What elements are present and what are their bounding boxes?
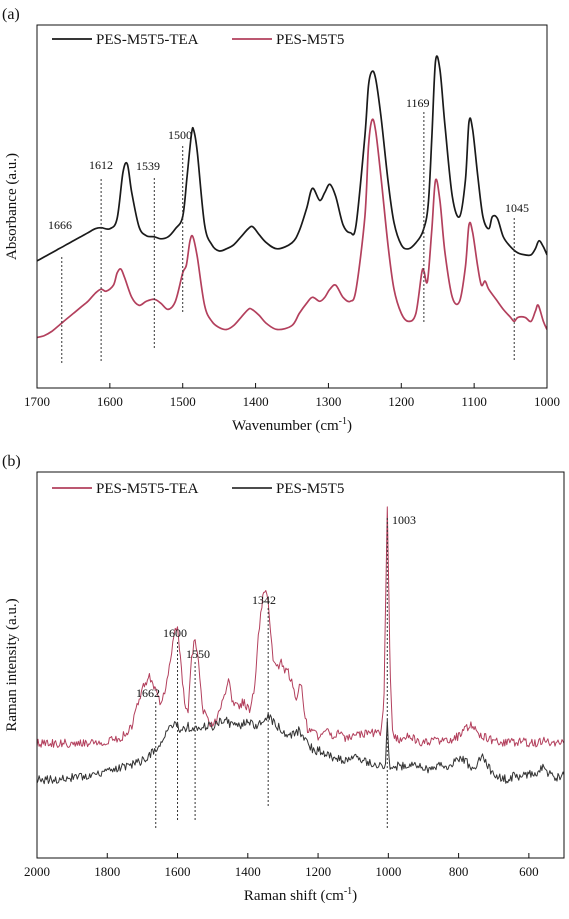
x-tick-label: 1500 bbox=[170, 394, 196, 409]
x-tick-label: 800 bbox=[449, 864, 469, 879]
annotation-label-1600: 1600 bbox=[163, 626, 187, 640]
x-tick-label: 1300 bbox=[315, 394, 341, 409]
chart-panel-a: 1666 1612 1539 1500 1169 1045 1700 1600 1500 1400… bbox=[2, 6, 560, 434]
annotation-label-1612: 1612 bbox=[89, 158, 113, 172]
series-line-pes-m5t5 bbox=[37, 712, 564, 785]
annotation-label-1169: 1169 bbox=[406, 96, 430, 110]
panel-label: (b) bbox=[2, 453, 21, 470]
y-axis-label: Raman intensity (a.u.) bbox=[4, 598, 20, 731]
annotation-label-1342: 1342 bbox=[252, 593, 276, 607]
x-tick-label: 1600 bbox=[97, 394, 123, 409]
series-line-pes-m5t5-tea bbox=[37, 55, 547, 262]
chart-panel-b: 1662 1600 1550 1342 1003 2000 1800 1600 1400 1200… bbox=[2, 453, 565, 904]
y-axis-label: Absorbance (a.u.) bbox=[4, 153, 20, 260]
legend-entry: PES-M5T5-TEA bbox=[96, 32, 199, 48]
x-tick-label: 2000 bbox=[24, 864, 50, 879]
annotation-label-1045: 1045 bbox=[505, 201, 529, 215]
x-tick-label: 600 bbox=[519, 864, 539, 879]
x-axis-label: Wavenumber (cm-1) bbox=[232, 416, 352, 434]
legend-entry: PES-M5T5 bbox=[276, 481, 344, 497]
x-tick-label: 1000 bbox=[375, 864, 401, 879]
x-tick-label: 1200 bbox=[305, 864, 331, 879]
x-axis-label: Raman shift (cm-1) bbox=[244, 886, 357, 904]
panel-label: (a) bbox=[2, 6, 20, 23]
x-tick-label: 1800 bbox=[94, 864, 120, 879]
annotation-label-1500: 1500 bbox=[168, 128, 192, 142]
x-tick-label: 1100 bbox=[461, 394, 487, 409]
x-tick-label: 1700 bbox=[24, 394, 50, 409]
annotation-label-1550: 1550 bbox=[186, 647, 210, 661]
series-line-pes-m5t5-tea bbox=[37, 506, 564, 748]
x-tick-label: 1400 bbox=[235, 864, 261, 879]
x-tick-label: 1200 bbox=[388, 394, 414, 409]
x-tick-label: 1600 bbox=[165, 864, 191, 879]
x-tick-label: 1000 bbox=[534, 394, 560, 409]
legend-entry: PES-M5T5-TEA bbox=[96, 481, 199, 497]
plot-frame bbox=[36, 24, 548, 389]
annotation-label-1666: 1666 bbox=[48, 218, 72, 232]
annotation-label-1539: 1539 bbox=[136, 159, 160, 173]
annotation-label-1662: 1662 bbox=[136, 686, 160, 700]
plot-frame bbox=[36, 471, 565, 859]
series-line-pes-m5t5 bbox=[37, 118, 547, 339]
legend-entry: PES-M5T5 bbox=[276, 32, 344, 48]
x-tick-label: 1400 bbox=[243, 394, 269, 409]
annotation-label-1003: 1003 bbox=[392, 513, 416, 527]
